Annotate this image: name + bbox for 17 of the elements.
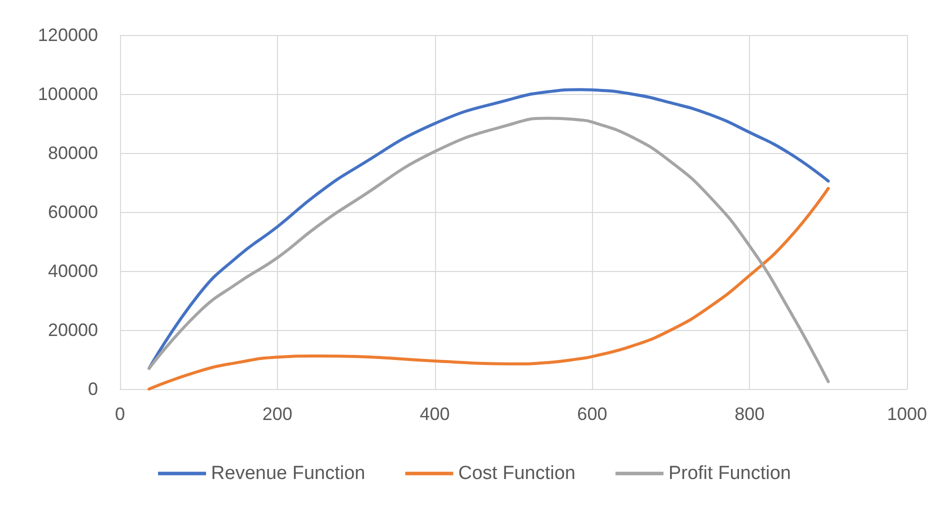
x-tick-label: 800 [734,404,765,424]
y-tick-label: 40000 [48,261,98,281]
legend-label: Cost Function [458,463,576,484]
line-series [148,186,830,390]
x-tick-label: 600 [577,404,608,424]
y-tick-label: 80000 [48,143,98,163]
legend-label: Revenue Function [211,463,366,484]
legend-label: Profit Function [668,463,791,484]
y-tick-label: 0 [88,379,98,399]
x-tick-label: 200 [262,404,292,424]
y-tick-label: 120000 [38,25,98,45]
y-tick-label: 60000 [48,202,98,222]
y-tick-label: 20000 [48,320,98,340]
x-tick-label: 400 [420,404,450,424]
x-tick-label: 1000 [886,404,928,424]
y-tick-label: 100000 [38,84,98,104]
x-tick-label: 0 [114,404,126,424]
